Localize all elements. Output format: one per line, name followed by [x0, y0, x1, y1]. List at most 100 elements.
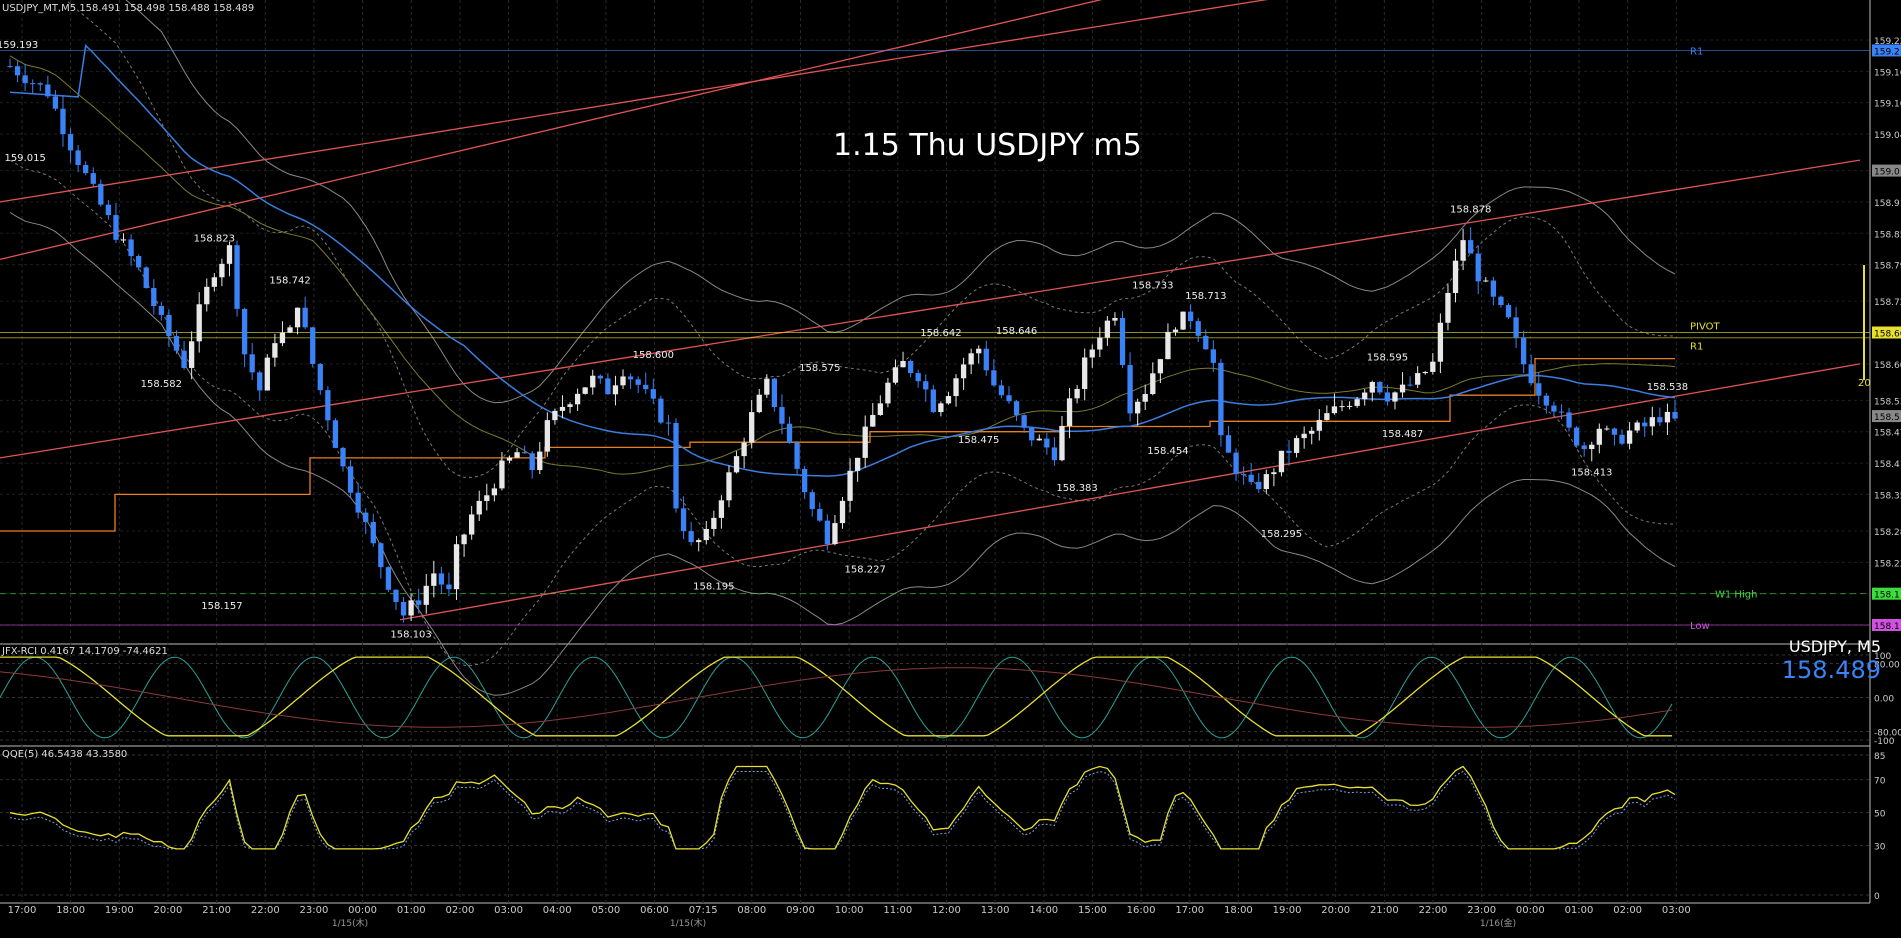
band-lower-2 [9, 159, 1676, 666]
candle-body [1536, 383, 1542, 396]
candle-body [1293, 438, 1300, 453]
candle-body [998, 385, 1005, 396]
candle-body [1369, 382, 1375, 393]
candle-body [1119, 318, 1126, 366]
candle-body [976, 348, 982, 354]
candle-body [1180, 311, 1186, 330]
data-labels: 159.193 159.015 158.823 158.742 158.582 158.1… [0, 40, 1688, 640]
candle-body [400, 601, 407, 616]
candle-body [1604, 428, 1610, 430]
price-tick-label: 159.22 [1874, 37, 1901, 47]
qqe-tick-label: 0 [1874, 892, 1880, 902]
candle-body [1445, 292, 1451, 323]
candle-body [1309, 430, 1315, 434]
candle-body [1596, 428, 1602, 445]
candle-body [635, 379, 641, 385]
candle-body [1649, 417, 1655, 427]
bollinger-bands [9, 0, 1676, 696]
candle-body [302, 307, 308, 328]
candle-body [552, 410, 558, 421]
time-tick-label: 14:00 [1029, 905, 1058, 916]
price-axis: 159.22159.16159.10159.04158.97158.91158.… [1872, 37, 1901, 632]
price-data-label: 158.646 [996, 326, 1037, 337]
candle-body [484, 495, 490, 501]
price-data-label: 158.383 [1056, 483, 1097, 494]
candle-body [991, 370, 997, 386]
candle-body [1520, 337, 1527, 365]
candle-body [877, 403, 883, 415]
candle-body [1415, 373, 1421, 385]
candle-body [491, 488, 498, 496]
candle-body [521, 452, 528, 454]
candle-body [423, 585, 429, 605]
chart-header: USDJPY_MT,M5 158.491 158.498 158.488 158… [2, 3, 255, 14]
price-data-label: 158.538 [1647, 382, 1688, 393]
level-label: Low [1690, 621, 1710, 632]
candle-body [945, 396, 952, 404]
qqe-header: QQE(5) 46.5438 43.3580 [2, 749, 128, 760]
candle-body [446, 584, 452, 590]
candle-body [1642, 422, 1648, 427]
candle-body [1664, 411, 1671, 423]
candle-body [1346, 405, 1353, 407]
trendline [0, 0, 1103, 261]
candle-body [953, 378, 959, 397]
time-tick-label: 03:00 [1662, 905, 1691, 916]
price-tag-label: 158.66 [1874, 330, 1901, 340]
candle-body [1498, 296, 1504, 306]
candle-body [1013, 401, 1020, 416]
candle-body [1581, 445, 1587, 450]
trendline [0, 0, 1268, 203]
time-tick-label: 17:00 [8, 905, 37, 916]
candle-body [234, 245, 240, 309]
price-data-label: 158.195 [693, 581, 734, 592]
candle-body [181, 350, 187, 368]
price-tag [1872, 326, 1901, 339]
price-tick-label: 158.53 [1874, 397, 1901, 407]
candle-body [824, 520, 831, 545]
moving-average [9, 44, 1676, 477]
candle-body [317, 363, 323, 391]
time-tick-label: 23:00 [300, 905, 329, 916]
candle-body [658, 398, 664, 423]
candle-body [567, 404, 573, 407]
candle-body [794, 443, 800, 469]
candle-body [1006, 395, 1012, 402]
candle-body [1468, 240, 1474, 254]
candles [7, 58, 1678, 623]
chart-title: 1.15 Thu USDJPY m5 [833, 128, 1142, 163]
price-tick-label: 158.47 [1874, 429, 1901, 439]
candle-body [597, 375, 603, 379]
candle-body [37, 83, 43, 85]
time-tick-label: 15:00 [1078, 905, 1107, 916]
price-tag [1872, 587, 1901, 600]
candle-body [688, 531, 694, 543]
candle-body [14, 66, 21, 76]
candle-body [605, 378, 611, 395]
candle-body [930, 389, 936, 413]
candle-body [1619, 434, 1625, 444]
candle-body [257, 372, 263, 391]
candle-body [1301, 433, 1307, 439]
time-tick-label: 20:00 [154, 905, 183, 916]
level-label: W1 High [1715, 590, 1757, 601]
candle-body [1407, 384, 1413, 386]
candle-body [983, 348, 989, 371]
candle-body [287, 327, 293, 333]
candle-body [1324, 413, 1330, 420]
rci-tick-label: -80.00 [1874, 729, 1901, 739]
candle-body [128, 239, 134, 257]
trendline [0, 159, 1861, 459]
candle-body [673, 423, 679, 509]
candle-body [968, 353, 974, 365]
price-tag-label: 158.5 [1874, 413, 1900, 423]
price-data-label: 158.600 [633, 350, 674, 361]
candle-body [574, 393, 581, 405]
candle-body [143, 267, 149, 289]
candle-body [90, 173, 96, 184]
candle-body [749, 412, 755, 443]
candle-body [241, 308, 248, 355]
candle-body [461, 534, 467, 545]
candle-body [294, 307, 301, 328]
candle-body [862, 426, 868, 458]
